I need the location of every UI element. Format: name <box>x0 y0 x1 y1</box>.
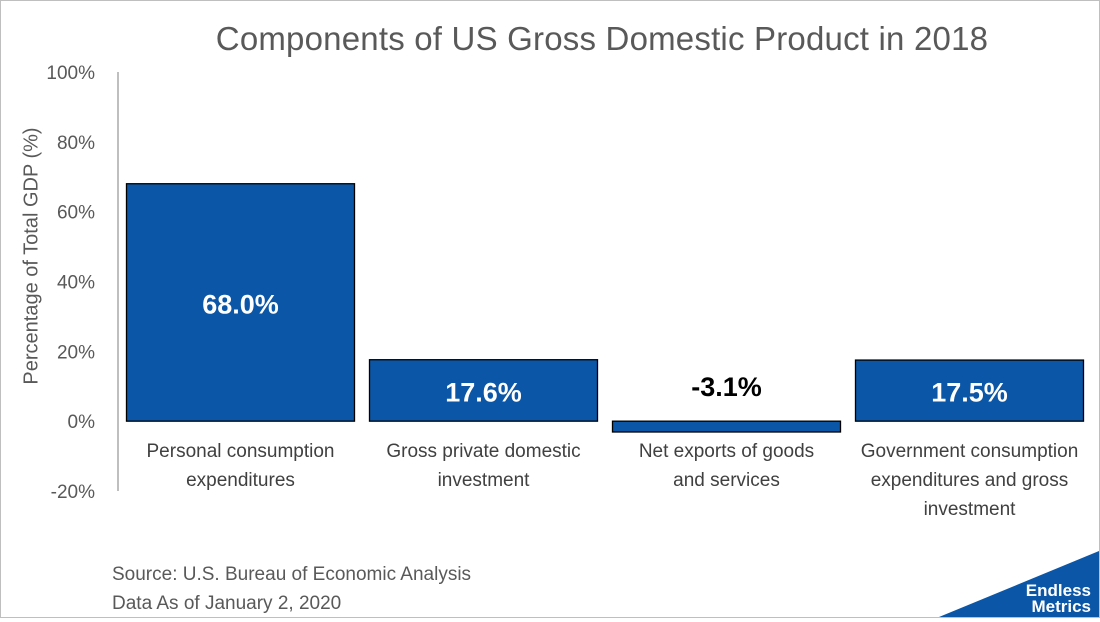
data-label: -3.1% <box>691 372 762 402</box>
y-tick-label: -20% <box>51 482 95 503</box>
y-tick-label: 80% <box>57 133 95 154</box>
bar <box>368 359 599 422</box>
y-tick-label: 20% <box>57 342 95 363</box>
category-label: Government consumption expenditures and g… <box>861 441 1079 520</box>
data-label: 17.6% <box>445 377 522 407</box>
endless-metrics-logo: Endless Metrics <box>939 551 1099 617</box>
source-note: Source: U.S. Bureau of Economic Analysis… <box>112 560 471 618</box>
bar <box>854 359 1085 422</box>
date-line: Data As of January 2, 2020 <box>112 593 342 614</box>
category-label: Gross private domestic investment <box>386 441 580 491</box>
logo-line-2: Metrics <box>1031 597 1091 616</box>
logo-text: Endless Metrics <box>1025 581 1091 616</box>
bar <box>125 183 356 422</box>
y-tick-label: 40% <box>57 273 95 294</box>
data-label: 17.5% <box>931 378 1008 408</box>
category-label: Personal consumption expenditures <box>147 441 335 491</box>
logo-line-1: Endless <box>1025 581 1091 600</box>
y-tick-label: 100% <box>46 63 95 84</box>
bar <box>611 420 842 433</box>
source-line: Source: U.S. Bureau of Economic Analysis <box>112 564 472 585</box>
y-tick-label: 60% <box>57 203 95 224</box>
category-label: Net exports of goods and services <box>639 441 814 491</box>
data-label: 68.0% <box>202 289 279 319</box>
y-tick-label: 0% <box>68 412 96 433</box>
logo-triangle <box>939 551 1099 617</box>
chart-title: Components of US Gross Domestic Product … <box>215 20 989 57</box>
